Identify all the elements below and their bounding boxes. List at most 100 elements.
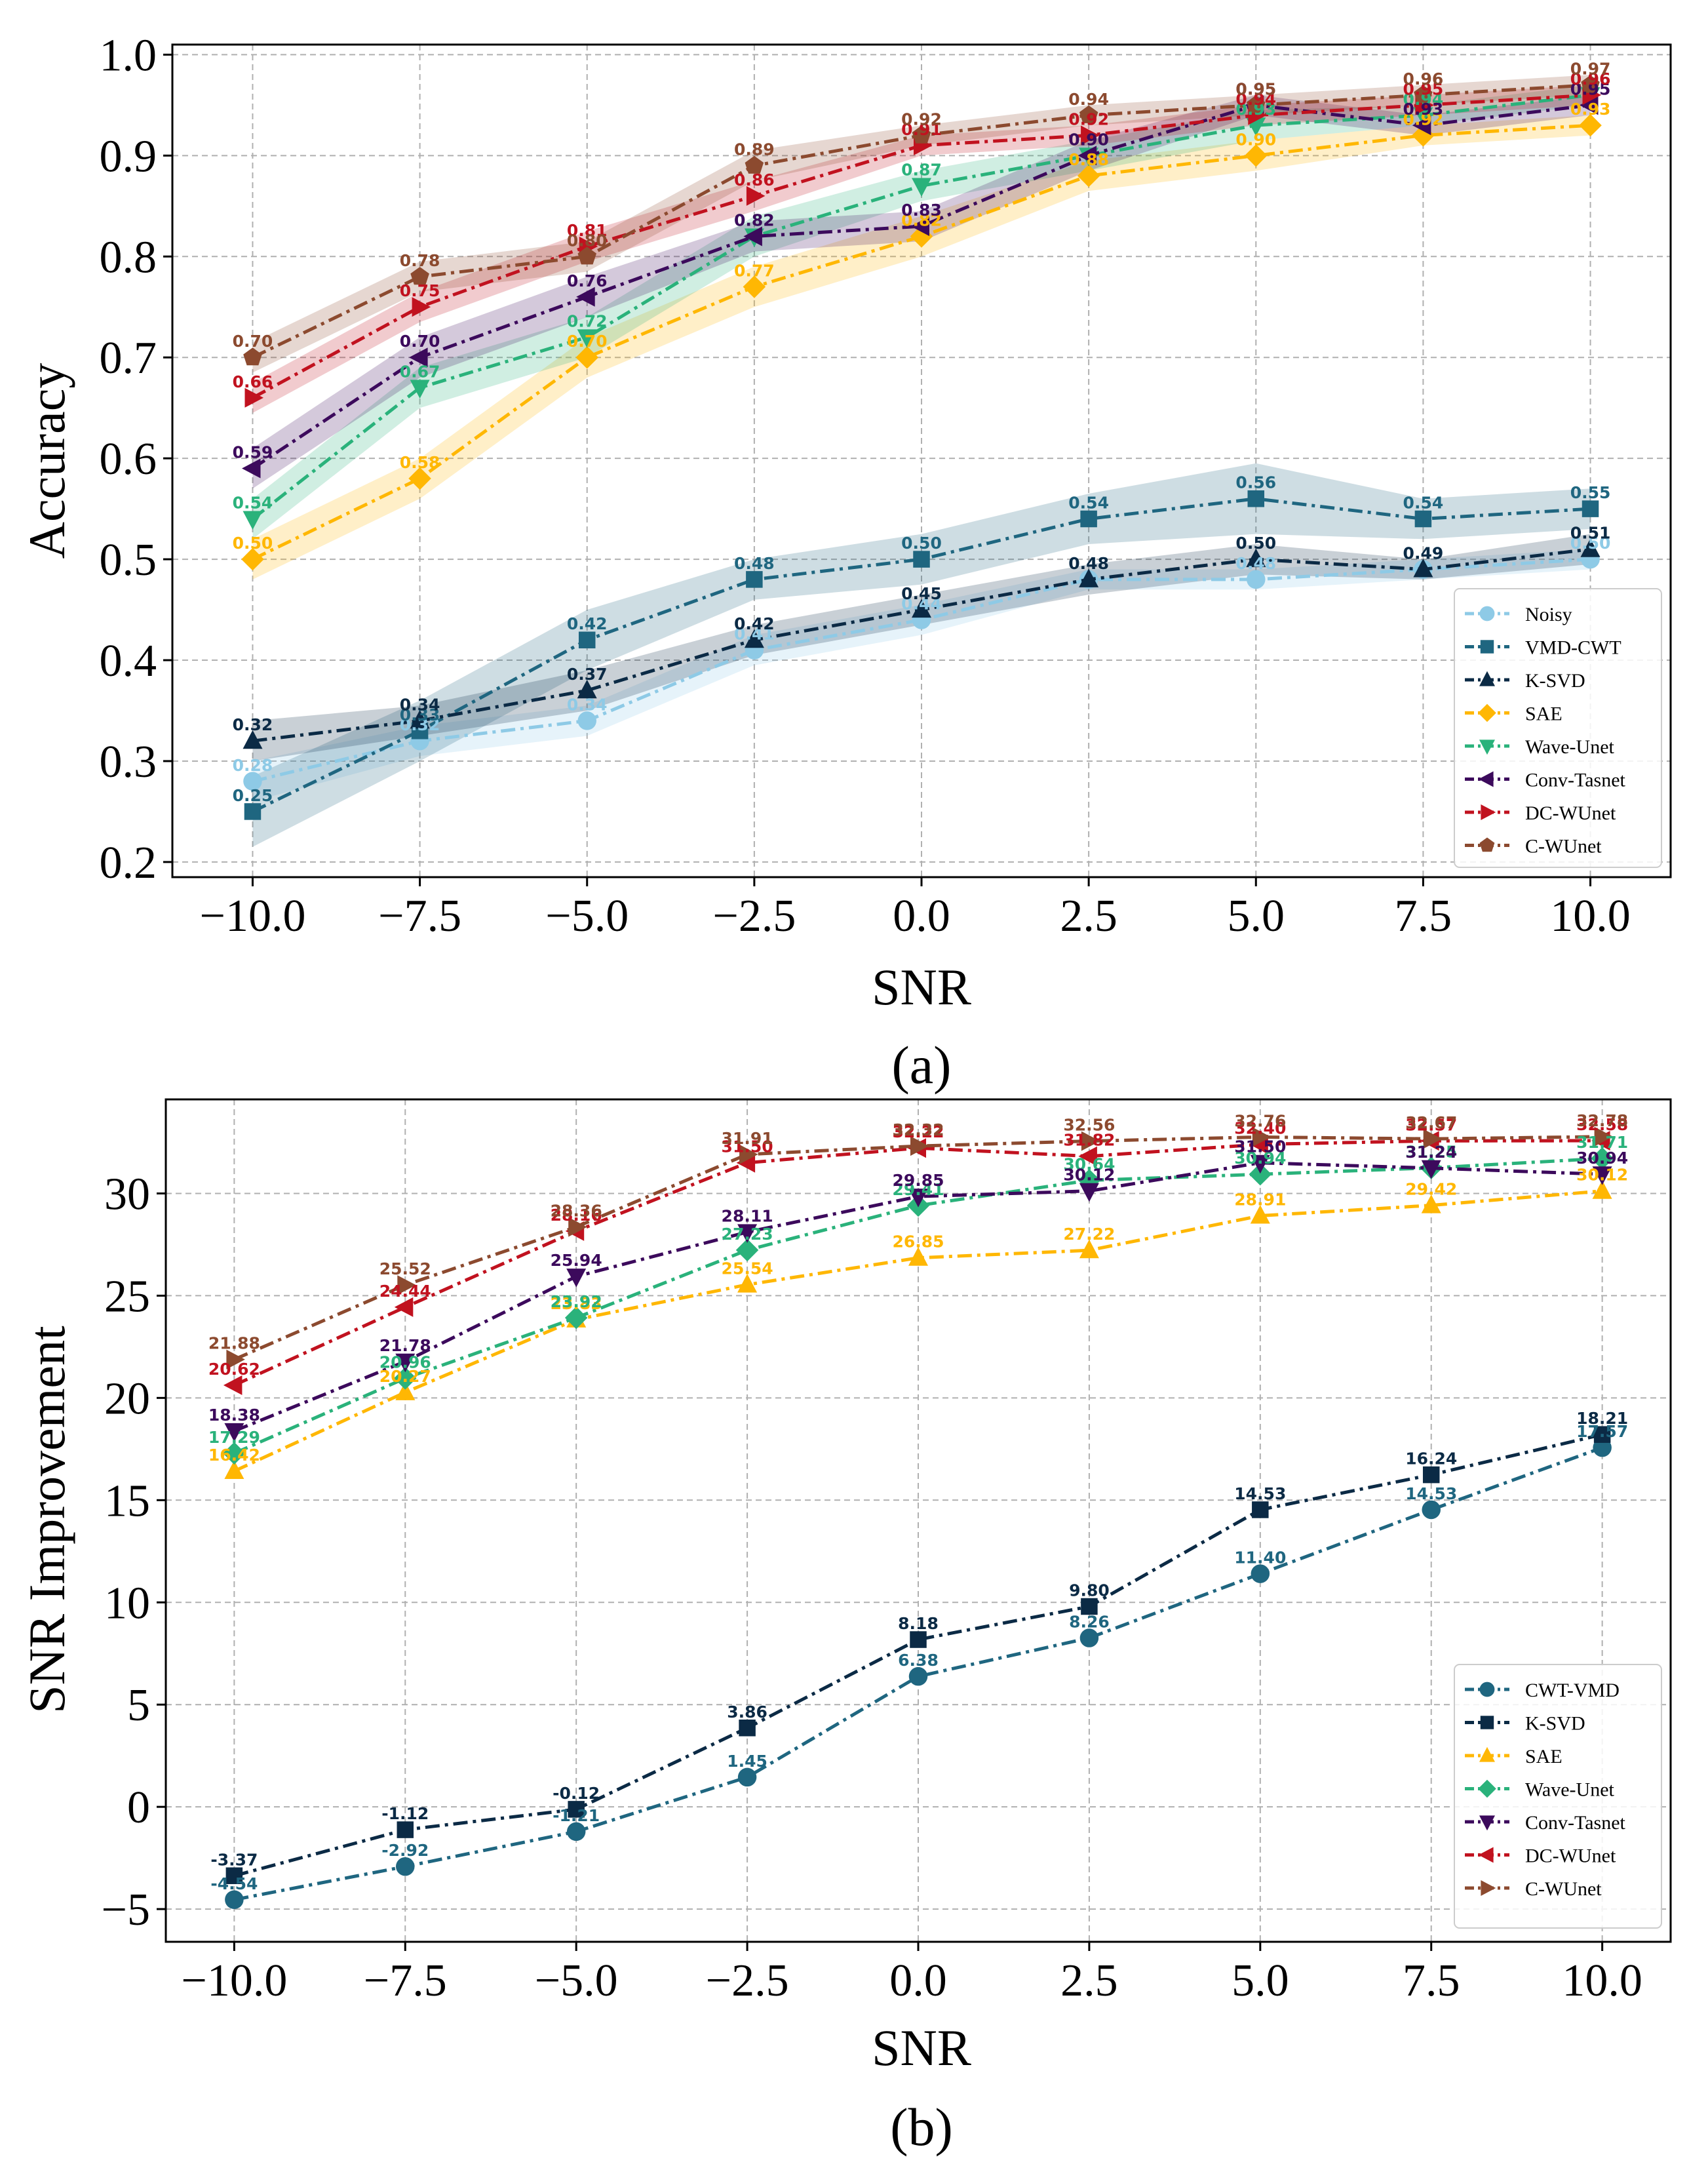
point-cwt-vmd: [566, 1822, 586, 1841]
point-conv-tasnet: [743, 226, 762, 246]
data-label-vmd-cwt: 0.50: [901, 534, 942, 553]
legend-label-k-svd: K-SVD: [1525, 1713, 1585, 1735]
data-label-wave-unet: 0.72: [567, 311, 608, 330]
data-label-c-wunet: 0.92: [901, 110, 942, 129]
point-wave-unet: [1249, 1162, 1272, 1186]
data-label-k-svd: -1.12: [381, 1804, 429, 1823]
point-vmd-cwt: [578, 631, 596, 648]
point-vmd-cwt: [1582, 500, 1599, 517]
data-label-wave-unet: 0.96: [1570, 69, 1611, 89]
point-cwt-vmd: [908, 1666, 928, 1686]
data-label-dc-wunet: 0.96: [1570, 69, 1611, 89]
data-label-sae: 0.92: [1403, 110, 1444, 129]
point-c-wunet: [1581, 75, 1600, 93]
series-line-c-wunet: [233, 1135, 1602, 1361]
legend-marker-cwt-vmd: [1479, 1682, 1495, 1697]
point-sae: [908, 1247, 928, 1266]
point-conv-tasnet: [1077, 146, 1097, 166]
legend-marker-conv-tasnet: [1478, 771, 1494, 787]
point-k-svd: [568, 1801, 585, 1818]
data-label-k-svd: 8.18: [898, 1614, 939, 1633]
data-label-wave-unet: 20.96: [379, 1352, 431, 1371]
data-label-noisy: 0.44: [901, 594, 942, 613]
point-c-wunet: [912, 125, 931, 144]
data-label-conv-tasnet: 0.82: [734, 210, 775, 229]
point-conv-tasnet: [1580, 95, 1599, 115]
x-axis-label-b: SNR: [872, 2019, 971, 2076]
data-label-wave-unet: 0.87: [901, 161, 942, 180]
data-label-c-wunet: 0.80: [567, 231, 608, 250]
series-line-noisy: [252, 557, 1591, 783]
x-tick-label: −2.5: [712, 891, 796, 941]
point-sae: [737, 1274, 758, 1293]
legend-marker-vmd-cwt: [1480, 640, 1494, 654]
data-label-wave-unet: 0.93: [1235, 100, 1276, 119]
data-label-c-wunet: 28.36: [551, 1202, 602, 1221]
point-sae: [743, 275, 766, 298]
point-k-svd: [577, 679, 597, 699]
x-tick-label: 7.5: [1395, 891, 1452, 941]
data-label-noisy: 0.32: [400, 715, 440, 734]
data-label-c-wunet: 0.89: [734, 140, 775, 159]
x-tick-label: 2.5: [1060, 1956, 1118, 2006]
data-label-vmd-cwt: 0.54: [1068, 494, 1109, 513]
legend-label-dc-wunet: DC-WUnet: [1525, 1845, 1616, 1867]
data-label-c-wunet: 0.94: [1068, 90, 1109, 109]
point-c-wunet: [1252, 1127, 1271, 1147]
point-conv-tasnet: [242, 458, 261, 479]
data-label-noisy: 0.50: [1570, 534, 1611, 553]
data-label-dc-wunet: 0.81: [567, 221, 608, 240]
band-k-svd: [252, 534, 1591, 761]
data-label-k-svd: 0.51: [1570, 524, 1611, 543]
panel-b-snr-improvement-chart: -4.54 -2.92 -1.21 1.45 6.38 8.26 11.40 14.53 17.…: [18, 1098, 1672, 2157]
point-conv-tasnet: [576, 286, 595, 307]
point-c-wunet: [1594, 1126, 1614, 1147]
data-label-dc-wunet: 31.82: [1063, 1131, 1115, 1150]
data-label-sae: 0.70: [567, 332, 608, 351]
data-label-k-svd: 14.53: [1234, 1484, 1286, 1503]
data-label-k-svd: 0.45: [901, 584, 942, 603]
point-vmd-cwt: [1414, 510, 1432, 528]
data-label-cwt-vmd: 17.57: [1576, 1422, 1628, 1441]
data-labels-b: -4.54 -2.92 -1.21 1.45 6.38 8.26 11.40 14.53 17.…: [208, 1111, 1628, 1893]
point-cwt-vmd: [1593, 1438, 1612, 1457]
data-label-c-wunet: 0.97: [1570, 60, 1611, 79]
data-label-noisy: 0.49: [1403, 543, 1444, 562]
data-label-k-svd: 16.24: [1405, 1449, 1457, 1468]
panel-caption-a: (a): [891, 1035, 951, 1095]
legend-marker-c-wunet: [1481, 1880, 1496, 1896]
point-c-wunet: [226, 1349, 245, 1369]
point-conv-tasnet: [224, 1423, 244, 1442]
legend-label-wave-unet: Wave-Unet: [1525, 1779, 1615, 1801]
data-label-vmd-cwt: 0.55: [1570, 483, 1611, 502]
series-line-k-svd: [233, 1432, 1603, 1878]
point-conv-tasnet: [1412, 115, 1431, 136]
data-label-conv-tasnet: 18.38: [208, 1406, 260, 1425]
point-c-wunet: [910, 1136, 929, 1156]
legend-label-sae: SAE: [1525, 1746, 1562, 1767]
y-tick-label: −5: [102, 1885, 150, 1935]
legend-label-k-svd: K-SVD: [1525, 670, 1585, 692]
legend-box: [1454, 1664, 1662, 1929]
y-tick-label: 0.5: [100, 535, 157, 585]
point-conv-tasnet: [1250, 1154, 1270, 1174]
point-conv-tasnet: [910, 216, 929, 237]
data-label-vmd-cwt: 0.54: [1403, 494, 1444, 513]
point-sae: [1421, 1194, 1441, 1213]
data-label-conv-tasnet: 0.95: [1235, 79, 1276, 98]
data-label-conv-tasnet: 28.11: [722, 1206, 773, 1225]
y-tick-label: 1.0: [100, 30, 157, 81]
data-label-sae: 20.27: [379, 1367, 431, 1386]
series-line-sae: [252, 123, 1591, 561]
point-k-svd: [243, 730, 263, 749]
point-vmd-cwt: [244, 803, 262, 820]
data-label-k-svd: 18.21: [1576, 1409, 1628, 1428]
y-axis-label-b: SNR Improvement: [18, 1326, 75, 1714]
x-tick-label: 10.0: [1562, 1956, 1642, 2006]
data-label-dc-wunet: 32.58: [1576, 1115, 1628, 1134]
point-wave-unet: [410, 380, 430, 399]
point-sae: [1579, 113, 1602, 137]
data-label-sae: 0.88: [1068, 150, 1109, 169]
point-c-wunet: [410, 267, 429, 285]
